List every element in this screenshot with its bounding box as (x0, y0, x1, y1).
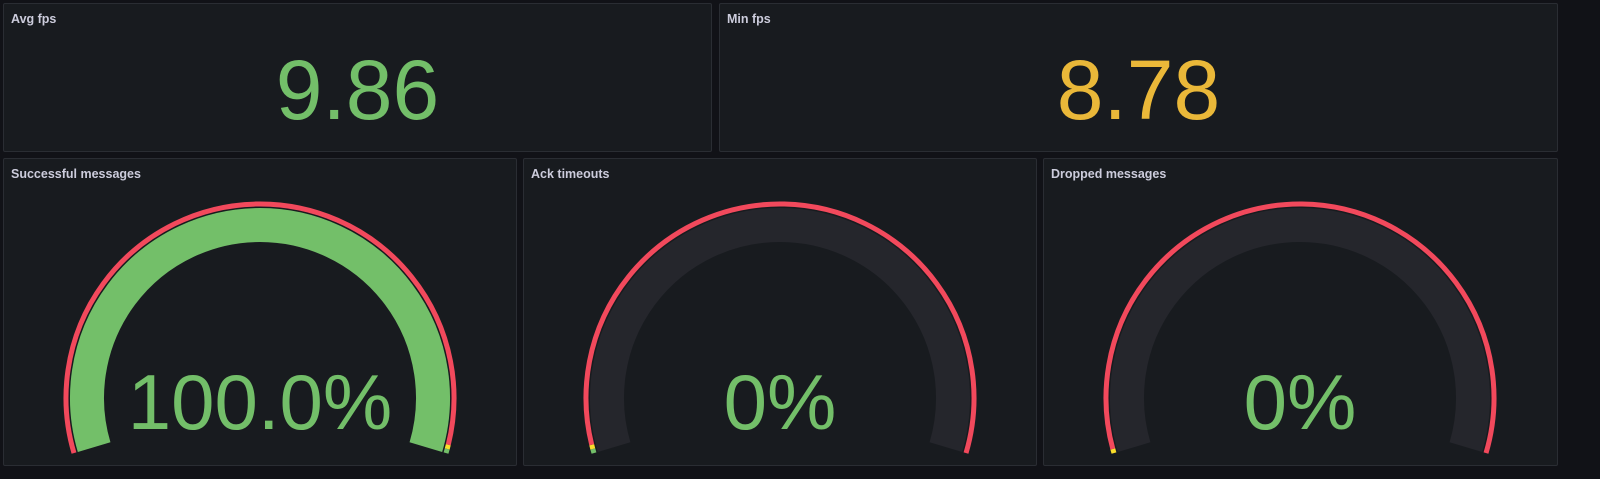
panel-title: Avg fps (11, 12, 57, 26)
gauge: 100.0% (63, 201, 457, 454)
panel-title: Successful messages (11, 167, 141, 181)
threshold-band (1110, 448, 1117, 454)
panel-avg-fps[interactable]: Avg fps 9.86 (3, 3, 712, 152)
gauge-value: 100.0% (128, 358, 393, 446)
threshold-band (1103, 201, 1497, 454)
stat-value: 9.86 (275, 43, 440, 137)
threshold-band (443, 448, 450, 454)
panel-title: Min fps (727, 12, 771, 26)
panel-title: Dropped messages (1051, 167, 1167, 181)
gauge-value: 0% (724, 358, 837, 446)
panel-successful-messages[interactable]: Successful messages 100.0% (3, 158, 517, 466)
threshold-band (583, 201, 977, 454)
threshold-band (590, 448, 597, 454)
gauge-value-arc (70, 208, 450, 452)
gauge-track (1110, 208, 1490, 452)
threshold-band (589, 444, 596, 450)
stat-value: 8.78 (1056, 43, 1221, 137)
gauge: 0% (583, 201, 977, 454)
panel-min-fps[interactable]: Min fps 8.78 (719, 3, 1558, 152)
threshold-band (63, 201, 457, 454)
gauge-track (590, 208, 970, 452)
gauge-value: 0% (1244, 358, 1357, 446)
panel-ack-timeouts[interactable]: Ack timeouts 0% (523, 158, 1037, 466)
panel-title: Ack timeouts (531, 167, 610, 181)
panel-dropped-messages[interactable]: Dropped messages 0% (1043, 158, 1558, 466)
gauge: 0% (1103, 201, 1497, 454)
threshold-band (444, 444, 451, 450)
